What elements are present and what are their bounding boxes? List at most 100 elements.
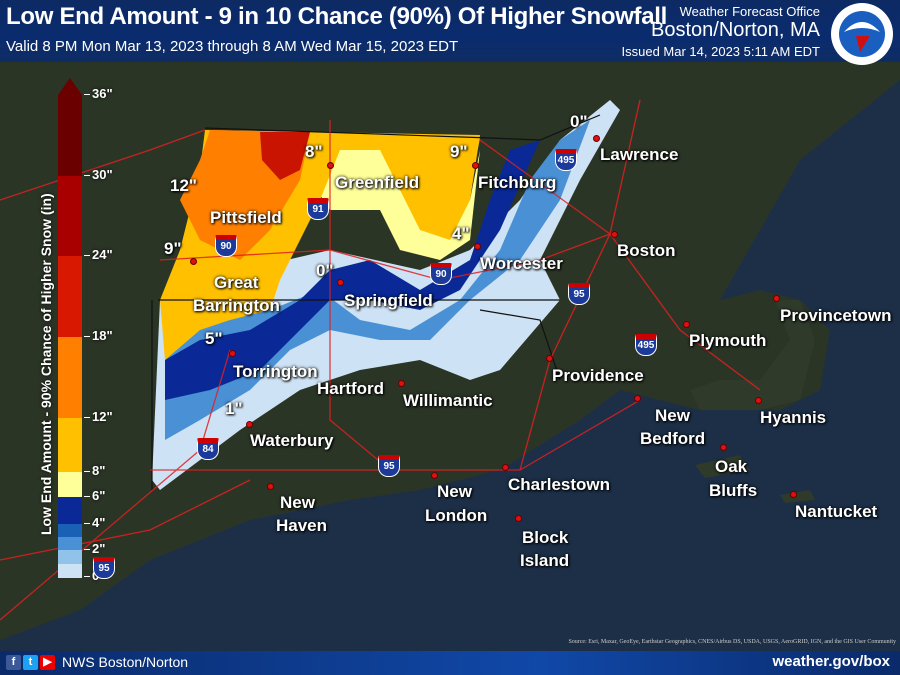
city-dot (611, 231, 618, 238)
city-label: Providence (552, 366, 644, 385)
interstate-shield-icon: 95 (568, 283, 590, 305)
city-label: Bedford (640, 429, 706, 448)
zone-8-12-east (400, 135, 480, 195)
legend-tick: 2" (84, 541, 105, 556)
zone-4-6 (165, 140, 540, 400)
city-dot (634, 395, 641, 402)
city-label: Greenfield (335, 173, 420, 192)
source-credit: Source: Esri, Maxar, GeoEye, Earthstar G… (568, 639, 896, 645)
legend-bin (58, 550, 82, 564)
city-label: Hyannis (760, 408, 827, 427)
youtube-icon[interactable]: ▶ (40, 655, 55, 670)
city-dot (246, 421, 253, 428)
city-label: New (655, 406, 690, 425)
office-name: Boston/Norton, MA (651, 19, 820, 41)
snow-amount-label: 5" (205, 329, 223, 348)
legend-tick: 18" (84, 328, 113, 343)
city-label: Pittsfield (210, 208, 282, 227)
footer-office-name: NWS Boston/Norton (62, 654, 189, 670)
legend-bin (58, 418, 82, 472)
facebook-icon[interactable]: f (6, 655, 21, 670)
interstate-shield-icon: 495 (555, 149, 577, 171)
legend-tick: 24" (84, 247, 113, 262)
city-label: New (437, 482, 472, 501)
city-dot (267, 483, 274, 490)
footer: f t ▶ NWS Boston/Norton weather.gov/box (0, 651, 900, 675)
nws-logo (831, 3, 893, 65)
zone-2-3 (165, 120, 590, 440)
legend-tick: 6" (84, 488, 105, 503)
city-label: Waterbury (250, 431, 334, 450)
interstate-shield-icon: 90 (430, 263, 452, 285)
legend-tick: 12" (84, 409, 113, 424)
city-dot (773, 295, 780, 302)
footer-url[interactable]: weather.gov/box (772, 653, 890, 670)
city-label: Springfield (344, 291, 433, 310)
city-dot (515, 515, 522, 522)
snow-amount-label: 4" (452, 224, 470, 243)
legend-bin (58, 537, 82, 550)
legend-colorbar (58, 78, 82, 578)
city-dot (398, 380, 405, 387)
city-label: Block (522, 528, 569, 547)
legend-tick: 30" (84, 167, 113, 182)
snow-amount-label: 12" (170, 176, 197, 195)
issued-time: Issued Mar 14, 2023 5:11 AM EDT (621, 44, 820, 59)
city-label: Haven (276, 516, 328, 535)
city-label: Fitchburg (478, 173, 557, 192)
city-label: Provincetown (780, 306, 892, 325)
city-dot (502, 464, 509, 471)
city-label: Great (214, 273, 259, 292)
city-label: Nantucket (795, 502, 878, 521)
legend-bin (58, 564, 82, 578)
city-dot (755, 397, 762, 404)
city-dot (327, 162, 334, 169)
map-title: Low End Amount - 9 in 10 Chance (90%) Of… (6, 3, 668, 30)
city-label: Willimantic (403, 391, 493, 410)
interstate-shield-icon: 84 (197, 438, 219, 460)
snow-amount-label: 1" (225, 399, 243, 418)
snow-amount-label: 0" (570, 112, 588, 131)
interstate-shield-icon: 95 (93, 557, 115, 579)
city-label: Lawrence (600, 145, 679, 164)
cape-cod (690, 300, 815, 410)
city-dot (229, 350, 236, 357)
office-label: Weather Forecast Office (679, 4, 820, 19)
city-dot (593, 135, 600, 142)
city-label: Plymouth (689, 331, 767, 350)
snow-amount-label: 9" (164, 239, 182, 258)
city-dot (720, 444, 727, 451)
city-dot (683, 321, 690, 328)
legend-bin (58, 256, 82, 337)
city-dot (337, 279, 344, 286)
marthas-vineyard (695, 455, 750, 478)
city-dot (546, 355, 553, 362)
legend-bin (58, 176, 82, 256)
city-dot (190, 258, 197, 265)
legend-tick: 8" (84, 463, 105, 478)
legend-tick: 4" (84, 515, 105, 530)
legend-bin (58, 497, 82, 524)
city-dot (431, 472, 438, 479)
snow-amount-label: 9" (450, 142, 468, 161)
city-label: Boston (617, 241, 676, 260)
legend-tick: 36" (84, 86, 113, 101)
city-label: Oak (715, 457, 748, 476)
nantucket-island (780, 490, 815, 503)
city-label: Worcester (480, 254, 563, 273)
city-label: Charlestown (508, 475, 611, 494)
legend-bin (58, 472, 82, 497)
city-label: New (280, 493, 315, 512)
city-dot (474, 243, 481, 250)
snow-amount-label: 0" (316, 261, 334, 280)
interstate-shield-icon: 90 (215, 235, 237, 257)
city-label: Bluffs (709, 481, 758, 500)
city-dot (472, 162, 479, 169)
header: Low End Amount - 9 in 10 Chance (90%) Of… (0, 0, 900, 65)
interstate-shield-icon: 495 (635, 334, 657, 356)
state-borders (151, 114, 601, 490)
city-label: Island (520, 551, 570, 570)
city-label: Hartford (317, 379, 385, 398)
twitter-icon[interactable]: t (23, 655, 38, 670)
